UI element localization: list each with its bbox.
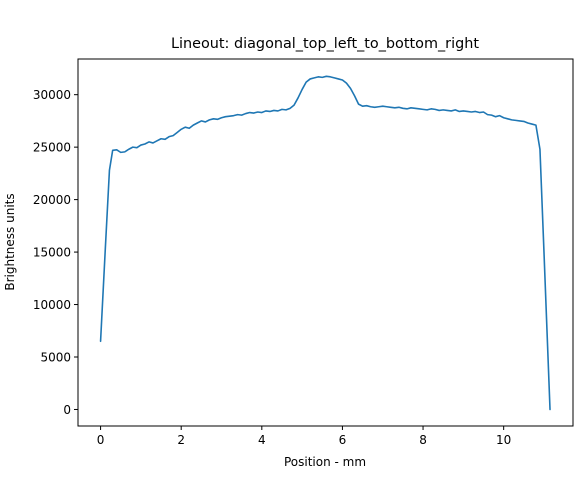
x-axis: 0 2 4 6 8 10 xyxy=(97,426,511,447)
y-axis-label: Brightness units xyxy=(3,193,17,290)
y-tick-label: 5000 xyxy=(40,351,71,365)
x-tick-label: 6 xyxy=(339,433,347,447)
x-axis-label: Position - mm xyxy=(284,455,366,469)
chart-title: Lineout: diagonal_top_left_to_bottom_rig… xyxy=(171,36,479,52)
plot-frame xyxy=(77,58,574,427)
x-tick-label: 0 xyxy=(97,433,105,447)
x-tick-label: 8 xyxy=(419,433,427,447)
y-tick-label: 20000 xyxy=(33,193,71,207)
y-axis: 0 5000 10000 15000 20000 25000 30000 xyxy=(33,88,78,417)
y-tick-label: 10000 xyxy=(33,298,71,312)
y-tick-label: 15000 xyxy=(33,246,71,260)
x-tick-label: 2 xyxy=(177,433,185,447)
series-layer xyxy=(99,75,551,411)
y-tick-label: 25000 xyxy=(33,141,71,155)
y-tick-label: 30000 xyxy=(33,88,71,102)
series-line-0 xyxy=(99,75,551,411)
y-tick-label: 0 xyxy=(63,403,71,417)
x-tick-label: 4 xyxy=(258,433,266,447)
x-tick-label: 10 xyxy=(496,433,511,447)
